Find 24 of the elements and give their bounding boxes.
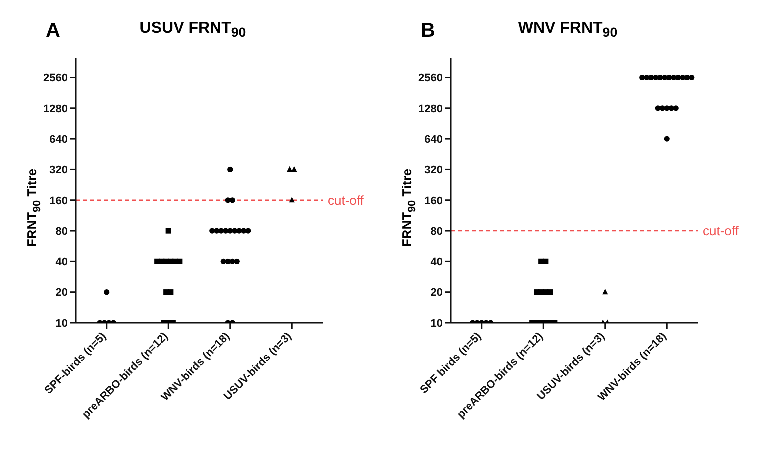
y-tick-label: 40 bbox=[56, 256, 68, 269]
y-tick-label: 80 bbox=[56, 226, 68, 238]
y-tick-label: 40 bbox=[430, 256, 443, 269]
y-tick-label: 640 bbox=[50, 134, 68, 146]
ref-line-label: cut-off bbox=[703, 224, 740, 239]
y-tick-label: 160 bbox=[424, 195, 443, 208]
text: B bbox=[421, 20, 436, 43]
y-tick-label: 20 bbox=[56, 287, 68, 300]
y-tick-label: 2560 bbox=[418, 72, 443, 85]
y-tick-label: 160 bbox=[50, 195, 68, 208]
y-tick-label: 80 bbox=[430, 226, 443, 238]
text: A bbox=[46, 20, 60, 43]
y-tick-label: 10 bbox=[56, 318, 68, 330]
y-tick-label: 320 bbox=[50, 164, 68, 177]
ref-line-label: cut-off bbox=[328, 192, 364, 208]
y-tick-label: 2560 bbox=[44, 72, 68, 85]
chart-title: WNV FRNT$_{90}$ bbox=[517, 20, 619, 40]
y-tick-label: 640 bbox=[424, 134, 443, 146]
y-tick-label: 1280 bbox=[418, 103, 443, 116]
y-tick-label: 320 bbox=[424, 164, 443, 177]
y-tick-label: 20 bbox=[430, 287, 443, 300]
chart-title: USUV FRNT$_{90}$ bbox=[138, 20, 248, 40]
y-tick-label: 1280 bbox=[44, 103, 68, 116]
y-tick-label: 10 bbox=[430, 318, 443, 330]
